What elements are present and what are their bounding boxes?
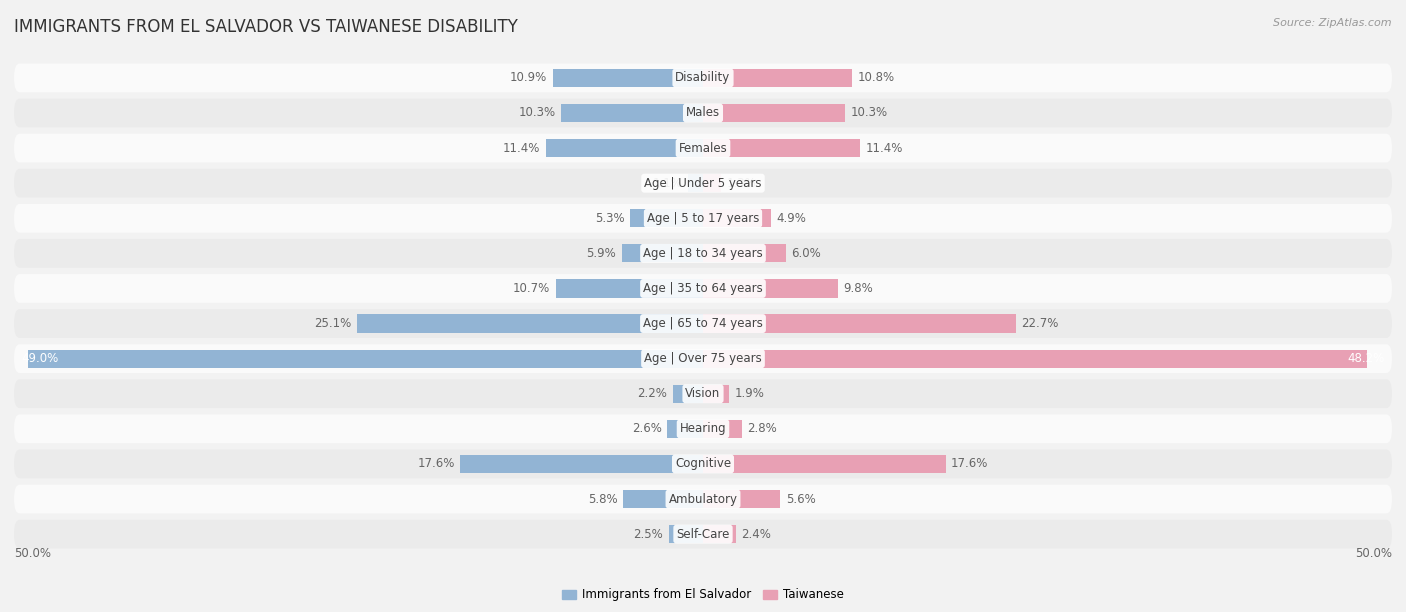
FancyBboxPatch shape <box>14 169 1392 198</box>
Text: Cognitive: Cognitive <box>675 457 731 471</box>
Text: 2.5%: 2.5% <box>633 528 664 540</box>
Bar <box>703 420 741 438</box>
FancyBboxPatch shape <box>14 520 1392 548</box>
Text: 10.3%: 10.3% <box>519 106 555 119</box>
Bar <box>703 244 786 263</box>
Text: 22.7%: 22.7% <box>1021 317 1059 330</box>
FancyBboxPatch shape <box>14 274 1392 303</box>
Bar <box>630 209 703 228</box>
Text: 50.0%: 50.0% <box>14 547 51 560</box>
Text: Hearing: Hearing <box>679 422 727 435</box>
Legend: Immigrants from El Salvador, Taiwanese: Immigrants from El Salvador, Taiwanese <box>557 584 849 606</box>
Text: Disability: Disability <box>675 72 731 84</box>
Bar <box>703 209 770 228</box>
Text: 1.9%: 1.9% <box>735 387 765 400</box>
Bar <box>672 384 703 403</box>
Text: 2.6%: 2.6% <box>631 422 662 435</box>
Text: 11.4%: 11.4% <box>503 141 540 155</box>
Text: 10.8%: 10.8% <box>858 72 894 84</box>
Text: 10.3%: 10.3% <box>851 106 887 119</box>
Bar <box>555 279 703 297</box>
Text: Age | 5 to 17 years: Age | 5 to 17 years <box>647 212 759 225</box>
Text: 5.3%: 5.3% <box>595 212 624 225</box>
Text: Age | 65 to 74 years: Age | 65 to 74 years <box>643 317 763 330</box>
Bar <box>553 69 703 87</box>
Text: 49.0%: 49.0% <box>21 352 58 365</box>
Bar <box>703 279 838 297</box>
Bar <box>668 420 703 438</box>
Text: 17.6%: 17.6% <box>950 457 988 471</box>
Bar <box>546 139 703 157</box>
Text: 2.2%: 2.2% <box>637 387 668 400</box>
FancyBboxPatch shape <box>14 309 1392 338</box>
Bar <box>28 349 703 368</box>
Text: Age | Under 5 years: Age | Under 5 years <box>644 177 762 190</box>
Bar <box>623 490 703 508</box>
Text: Age | 18 to 34 years: Age | 18 to 34 years <box>643 247 763 260</box>
Text: Vision: Vision <box>685 387 721 400</box>
Bar <box>703 525 737 543</box>
Bar <box>621 244 703 263</box>
FancyBboxPatch shape <box>14 379 1392 408</box>
Text: 5.6%: 5.6% <box>786 493 815 506</box>
Text: 25.1%: 25.1% <box>315 317 352 330</box>
FancyBboxPatch shape <box>14 64 1392 92</box>
Text: Ambulatory: Ambulatory <box>668 493 738 506</box>
Bar <box>461 455 703 473</box>
Text: Males: Males <box>686 106 720 119</box>
FancyBboxPatch shape <box>14 204 1392 233</box>
Text: 11.4%: 11.4% <box>866 141 903 155</box>
Bar <box>561 104 703 122</box>
Text: 4.9%: 4.9% <box>776 212 806 225</box>
FancyBboxPatch shape <box>14 345 1392 373</box>
Bar <box>703 174 721 192</box>
Text: Self-Care: Self-Care <box>676 528 730 540</box>
Text: 9.8%: 9.8% <box>844 282 873 295</box>
Text: IMMIGRANTS FROM EL SALVADOR VS TAIWANESE DISABILITY: IMMIGRANTS FROM EL SALVADOR VS TAIWANESE… <box>14 18 517 36</box>
FancyBboxPatch shape <box>14 133 1392 162</box>
Text: 5.9%: 5.9% <box>586 247 616 260</box>
Text: Females: Females <box>679 141 727 155</box>
Bar <box>703 315 1015 333</box>
Bar <box>703 455 945 473</box>
Text: 17.6%: 17.6% <box>418 457 456 471</box>
Text: 2.8%: 2.8% <box>747 422 778 435</box>
Text: Age | Over 75 years: Age | Over 75 years <box>644 352 762 365</box>
FancyBboxPatch shape <box>14 414 1392 443</box>
Bar <box>703 69 852 87</box>
Text: Age | 35 to 64 years: Age | 35 to 64 years <box>643 282 763 295</box>
Bar <box>669 525 703 543</box>
Bar <box>703 384 730 403</box>
Text: 10.9%: 10.9% <box>510 72 547 84</box>
Bar <box>703 104 845 122</box>
Text: 5.8%: 5.8% <box>588 493 617 506</box>
FancyBboxPatch shape <box>14 99 1392 127</box>
Text: 1.1%: 1.1% <box>652 177 682 190</box>
Text: 48.2%: 48.2% <box>1348 352 1385 365</box>
Bar <box>357 315 703 333</box>
Bar <box>688 174 703 192</box>
FancyBboxPatch shape <box>14 239 1392 267</box>
Text: 2.4%: 2.4% <box>741 528 772 540</box>
FancyBboxPatch shape <box>14 485 1392 513</box>
Text: 10.7%: 10.7% <box>513 282 550 295</box>
FancyBboxPatch shape <box>14 450 1392 479</box>
Text: Source: ZipAtlas.com: Source: ZipAtlas.com <box>1274 18 1392 28</box>
Bar <box>703 349 1367 368</box>
Text: 6.0%: 6.0% <box>792 247 821 260</box>
Bar <box>703 139 860 157</box>
Text: 1.3%: 1.3% <box>727 177 756 190</box>
Text: 50.0%: 50.0% <box>1355 547 1392 560</box>
Bar <box>703 490 780 508</box>
